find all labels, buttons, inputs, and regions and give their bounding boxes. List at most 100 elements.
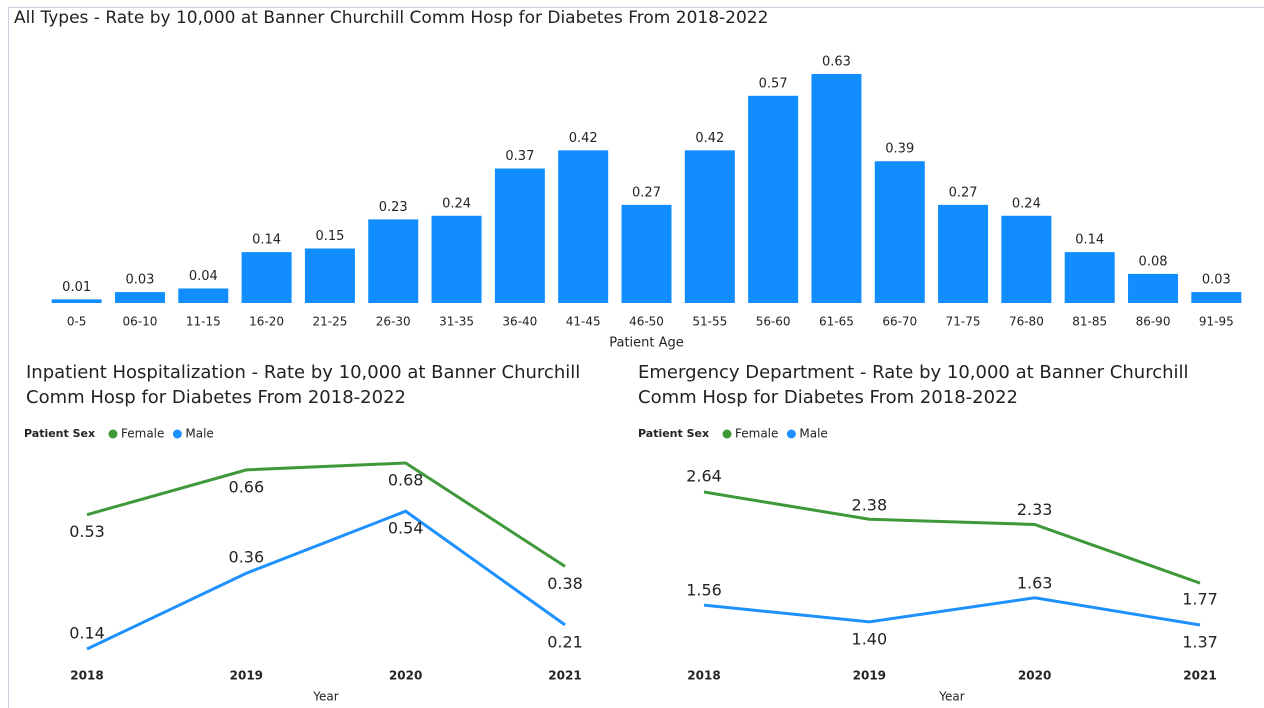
x-axis-title: Year: [938, 690, 964, 704]
line: [703, 596, 1201, 627]
data-label: 0.53: [69, 522, 105, 541]
x-tick-label: 26-30: [376, 315, 411, 329]
x-tick-label: 36-40: [502, 315, 537, 329]
legend-marker: [172, 429, 182, 439]
data-label: 0.54: [388, 519, 424, 538]
x-tick-label: 2018: [687, 669, 720, 683]
x-tick-label: 46-50: [629, 315, 664, 329]
bar: [241, 252, 292, 303]
x-tick-label: 16-20: [249, 315, 284, 329]
legend-label: Female: [121, 427, 164, 441]
x-tick-label: 81-85: [1072, 315, 1107, 329]
x-tick-label: 2021: [1183, 669, 1216, 683]
bar: [748, 95, 799, 303]
legend-label: Male: [185, 427, 213, 441]
x-tick-label: 2020: [1018, 669, 1051, 683]
data-label: 0.37: [505, 149, 534, 164]
bar: [684, 150, 735, 303]
data-label: 0.24: [442, 196, 471, 211]
data-label: 0.14: [252, 233, 281, 248]
bar: [558, 150, 609, 303]
x-tick-label: 11-15: [186, 315, 221, 329]
x-tick-label: 31-35: [439, 315, 474, 329]
data-label: 0.38: [547, 574, 583, 593]
x-tick-label: 2019: [853, 669, 886, 683]
data-label: 0.42: [695, 131, 724, 146]
legend-marker: [108, 429, 118, 439]
line: [86, 509, 566, 651]
x-tick-label: 2018: [70, 669, 103, 683]
data-label: 2.33: [1017, 500, 1053, 519]
data-label: 0.68: [388, 471, 424, 490]
data-label: 0.15: [315, 229, 344, 244]
chart-title: Inpatient Hospitalization - Rate by 10,0…: [26, 362, 581, 408]
bar: [1064, 252, 1115, 303]
data-label: 2.64: [686, 467, 722, 486]
data-label: 0.24: [1012, 196, 1041, 211]
data-label: 0.14: [69, 624, 105, 643]
x-axis-title: Year: [312, 690, 338, 704]
data-label: 0.04: [189, 269, 218, 284]
bar: [178, 288, 229, 303]
line: [703, 490, 1201, 585]
legend-marker: [786, 429, 796, 439]
data-label: 0.27: [949, 185, 978, 200]
data-label: 0.39: [885, 142, 914, 157]
legend-title: Patient Sex: [24, 427, 95, 440]
data-label: 0.63: [822, 55, 851, 70]
legend-label: Female: [735, 427, 778, 441]
bar: [811, 74, 862, 303]
bar: [431, 215, 482, 303]
x-tick-label: 06-10: [123, 315, 158, 329]
data-label: 0.03: [125, 273, 154, 288]
data-label: 0.57: [759, 76, 788, 91]
data-label: 0.08: [1139, 254, 1168, 269]
bar: [938, 204, 989, 303]
x-tick-label: 66-70: [882, 315, 917, 329]
x-tick-label: 86-90: [1136, 315, 1171, 329]
x-tick-label: 76-80: [1009, 315, 1044, 329]
x-tick-label: 2021: [548, 669, 581, 683]
bar: [51, 299, 102, 303]
bar: [1001, 215, 1052, 303]
x-tick-label: 91-95: [1199, 315, 1234, 329]
data-label: 0.23: [379, 200, 408, 215]
bar: [304, 248, 355, 303]
data-label: 1.37: [1182, 633, 1218, 652]
data-label: 1.40: [852, 629, 888, 648]
data-label: 0.03: [1202, 273, 1231, 288]
data-label: 1.77: [1182, 590, 1218, 609]
data-label: 0.27: [632, 185, 661, 200]
x-axis-title: Patient Age: [609, 336, 684, 351]
bar: [494, 168, 545, 303]
data-label: 0.36: [229, 548, 265, 567]
frame: [8, 7, 1264, 708]
data-label: 0.66: [229, 477, 265, 496]
bar: [621, 204, 672, 303]
line: [86, 461, 566, 568]
bar: [114, 292, 165, 303]
x-tick-label: 2020: [389, 669, 422, 683]
x-tick-label: 51-55: [692, 315, 727, 329]
x-tick-label: 2019: [230, 669, 263, 683]
data-label: 0.21: [547, 632, 583, 651]
legend-marker: [722, 429, 732, 439]
data-label: 2.38: [852, 496, 888, 515]
bar: [368, 219, 419, 303]
chart-title: All Types - Rate by 10,000 at Banner Chu…: [14, 8, 769, 28]
data-label: 0.01: [62, 280, 91, 295]
x-tick-label: 0-5: [67, 315, 87, 329]
data-label: 0.14: [1075, 233, 1104, 248]
chart-title: Emergency Department - Rate by 10,000 at…: [638, 362, 1189, 408]
bar: [1191, 292, 1242, 303]
x-tick-label: 56-60: [756, 315, 791, 329]
bar: [1128, 273, 1179, 303]
x-tick-label: 71-75: [946, 315, 981, 329]
legend-title: Patient Sex: [638, 427, 709, 440]
data-label: 1.56: [686, 581, 722, 600]
data-label: 1.63: [1017, 573, 1053, 592]
bar: [874, 161, 925, 303]
x-tick-label: 21-25: [312, 315, 347, 329]
x-tick-label: 41-45: [566, 315, 601, 329]
